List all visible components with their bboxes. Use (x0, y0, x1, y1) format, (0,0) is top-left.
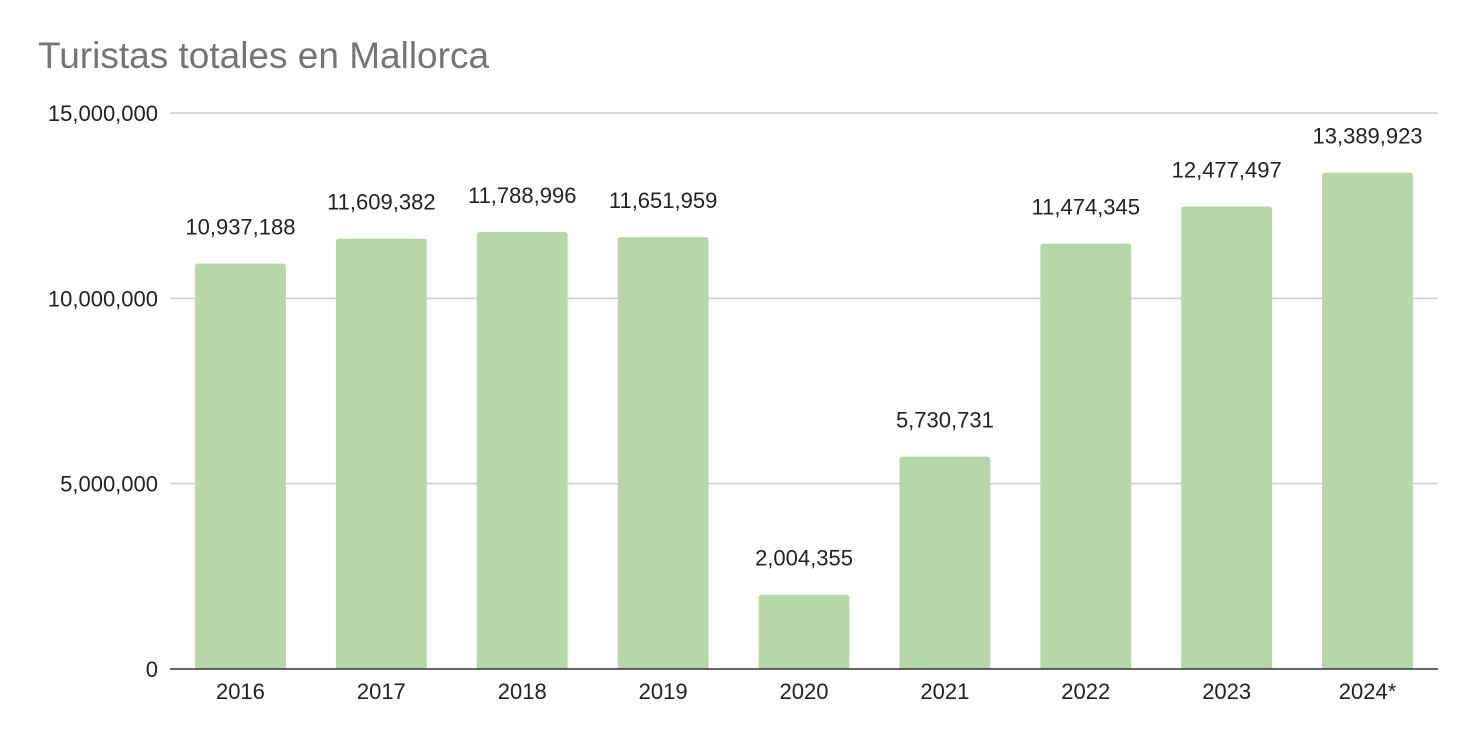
y-tick-label: 5,000,000 (60, 472, 158, 497)
chart-title: Turistas totales en Mallorca (38, 35, 489, 76)
x-tick-label: 2020 (780, 679, 829, 704)
data-label: 11,651,959 (609, 188, 717, 213)
x-axis-ticks: 2016 2017 2018 2019 2020 2021 2022 2023 2024* (216, 679, 1397, 704)
x-tick-label: 2023 (1202, 679, 1251, 704)
data-label: 11,788,996 (468, 183, 576, 208)
data-label: 12,477,497 (1172, 158, 1282, 183)
bar (1322, 172, 1413, 670)
y-tick-label: 0 (146, 657, 158, 682)
data-labels: 10,937,188 11,609,382 11,788,996 11,651,959… (185, 124, 1422, 571)
x-tick-label: 2016 (216, 679, 265, 704)
bar (617, 237, 709, 670)
y-axis-ticks: 0 5,000,000 10,000,000 15,000,000 (48, 101, 158, 682)
bar (899, 456, 991, 669)
bar (1040, 243, 1132, 670)
bar (335, 238, 427, 670)
x-tick-label: 2017 (357, 679, 406, 704)
bar (758, 594, 850, 669)
data-label: 11,474,345 (1032, 195, 1140, 220)
bar (476, 232, 568, 669)
data-label: 10,937,188 (185, 215, 295, 240)
y-tick-label: 10,000,000 (48, 286, 158, 311)
bar (1181, 206, 1273, 669)
x-tick-label: 2018 (498, 679, 547, 704)
bar (195, 263, 286, 669)
data-label: 11,609,382 (327, 190, 435, 215)
x-tick-label: 2019 (639, 679, 688, 704)
data-label: 13,389,923 (1313, 124, 1423, 149)
x-tick-label: 2022 (1061, 679, 1110, 704)
data-label: 5,730,731 (896, 408, 994, 433)
data-label: 2,004,355 (755, 546, 853, 571)
x-tick-label: 2024* (1339, 679, 1397, 704)
y-tick-label: 15,000,000 (48, 101, 158, 126)
x-tick-label: 2021 (920, 679, 969, 704)
bars (195, 172, 1413, 670)
